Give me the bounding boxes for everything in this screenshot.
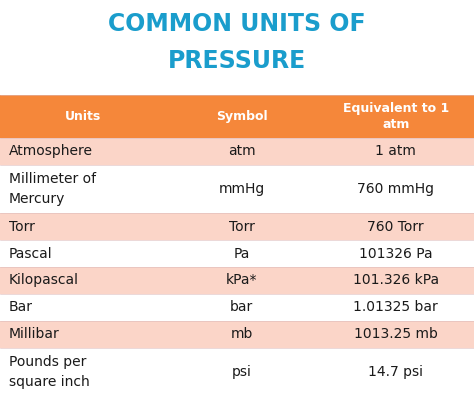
Text: Torr: Torr: [9, 220, 35, 234]
Bar: [0, 294, 474, 321]
Text: Units: Units: [65, 110, 101, 123]
Bar: [0, 213, 474, 240]
Bar: [0, 348, 474, 396]
Text: Millibar: Millibar: [9, 327, 59, 341]
Text: mmHg: mmHg: [219, 182, 265, 196]
Text: bar: bar: [230, 300, 254, 314]
Text: 101326 Pa: 101326 Pa: [359, 247, 433, 261]
Text: Kilopascal: Kilopascal: [9, 274, 79, 287]
Text: 1 atm: 1 atm: [375, 145, 416, 158]
Text: Torr: Torr: [229, 220, 255, 234]
Bar: [0, 240, 474, 267]
Text: 1013.25 mb: 1013.25 mb: [354, 327, 438, 341]
Text: Bar: Bar: [9, 300, 33, 314]
Text: PRESSURE: PRESSURE: [168, 50, 306, 74]
Bar: [0, 138, 474, 165]
Text: 14.7 psi: 14.7 psi: [368, 365, 423, 379]
Text: 1.01325 bar: 1.01325 bar: [354, 300, 438, 314]
Text: 101.326 kPa: 101.326 kPa: [353, 274, 439, 287]
Bar: [0, 165, 474, 213]
Text: Pa: Pa: [234, 247, 250, 261]
Text: COMMON UNITS OF: COMMON UNITS OF: [108, 12, 366, 36]
Text: Pascal: Pascal: [9, 247, 52, 261]
Text: mb: mb: [230, 327, 253, 341]
Bar: [0, 95, 474, 138]
Text: atm: atm: [228, 145, 255, 158]
Text: Equivalent to 1
atm: Equivalent to 1 atm: [343, 102, 449, 131]
Text: Atmosphere: Atmosphere: [9, 145, 92, 158]
Text: Pounds per
square inch: Pounds per square inch: [9, 355, 89, 388]
Bar: [0, 321, 474, 348]
Text: Symbol: Symbol: [216, 110, 267, 123]
Text: 760 mmHg: 760 mmHg: [357, 182, 434, 196]
Bar: [0, 267, 474, 294]
Text: Millimeter of
Mercury: Millimeter of Mercury: [9, 172, 96, 206]
Text: psi: psi: [232, 365, 252, 379]
Text: 760 Torr: 760 Torr: [367, 220, 424, 234]
Text: kPa*: kPa*: [226, 274, 257, 287]
